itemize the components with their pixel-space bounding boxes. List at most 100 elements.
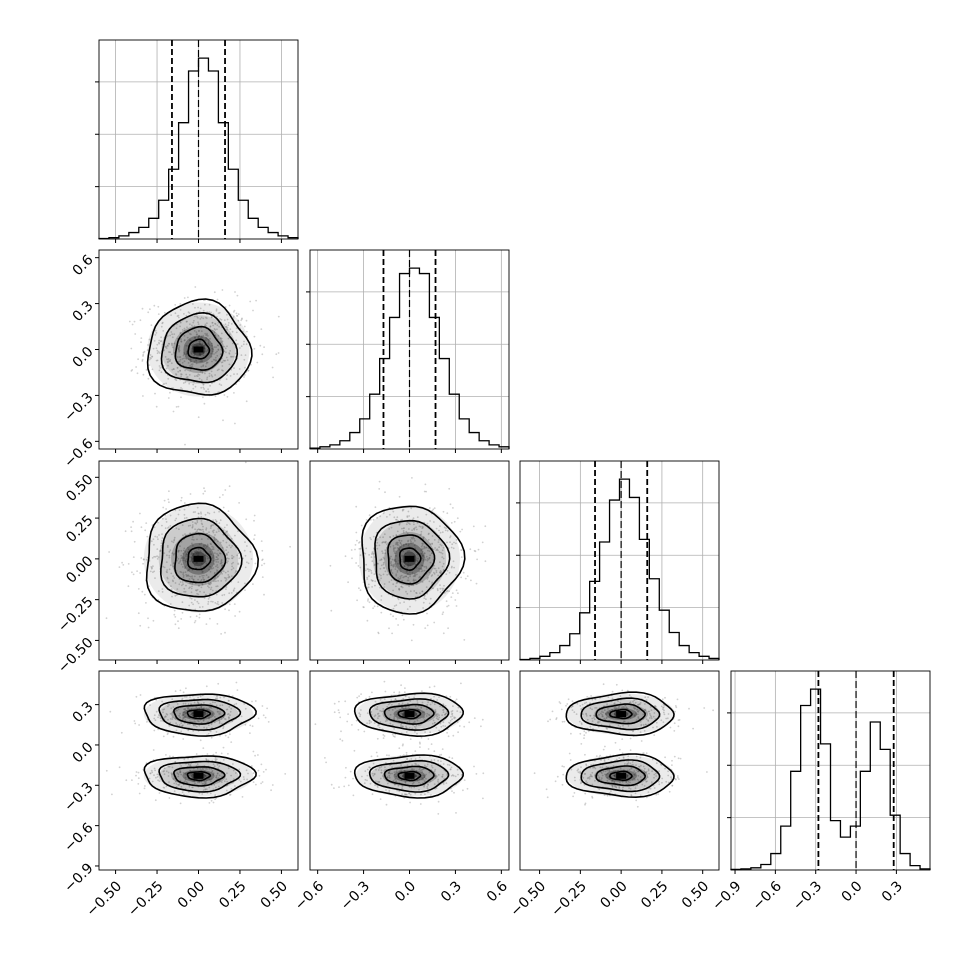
sample-point [338, 700, 340, 703]
sample-point [662, 721, 665, 723]
sample-point [396, 543, 399, 546]
sample-point [434, 547, 436, 549]
sample-point [436, 588, 439, 590]
sample-point [333, 787, 335, 789]
sample-point [444, 705, 447, 707]
sample-point [197, 701, 200, 704]
sample-point [649, 706, 652, 708]
sample-point [188, 708, 191, 710]
sample-point [399, 519, 402, 522]
sample-point [169, 721, 172, 724]
sample-point [260, 328, 263, 330]
sample-point [181, 581, 184, 583]
sample-point [395, 775, 398, 778]
sample-point [414, 762, 417, 765]
sample-point [188, 604, 191, 607]
sample-point [611, 785, 614, 788]
sample-point [193, 564, 196, 567]
sample-point [638, 703, 641, 705]
sample-point [405, 725, 407, 728]
sample-point [411, 477, 413, 479]
sample-point [207, 538, 209, 540]
sample-point [401, 725, 404, 728]
sample-point [222, 759, 225, 761]
sample-point [411, 529, 413, 532]
sample-point [232, 778, 235, 780]
sample-point [585, 712, 587, 715]
sample-point [442, 708, 445, 711]
sample-point [405, 570, 408, 573]
sample-point [591, 717, 594, 720]
sample-point [614, 713, 617, 716]
sample-point [150, 566, 153, 568]
sample-point [213, 539, 216, 542]
sample-point [619, 781, 621, 784]
sample-point [207, 341, 210, 343]
sample-point [566, 703, 569, 705]
sample-point [237, 563, 240, 566]
sample-point [133, 720, 136, 722]
sample-point [173, 539, 176, 542]
sample-point [252, 309, 254, 312]
sample-point [379, 586, 381, 589]
sample-point [433, 770, 436, 773]
sample-point [234, 352, 237, 355]
sample-point [198, 310, 201, 313]
sample-point [260, 763, 263, 766]
sample-point [177, 550, 180, 553]
sample-point [622, 720, 625, 723]
sample-point [383, 541, 385, 543]
sample-point [410, 768, 413, 770]
sample-point [383, 567, 386, 569]
sample-point [421, 544, 424, 547]
sample-point [170, 572, 173, 575]
sample-point [192, 544, 194, 547]
sample-point [151, 780, 154, 783]
sample-point [444, 713, 446, 716]
sample-point [200, 578, 203, 581]
sample-point [395, 771, 397, 773]
sample-point [639, 756, 642, 759]
sample-point [157, 521, 159, 524]
sample-point [127, 585, 130, 588]
sample-point [202, 570, 204, 573]
sample-point [417, 764, 420, 767]
sample-point [466, 575, 469, 577]
sample-point [215, 774, 218, 777]
sample-point [421, 711, 424, 713]
sample-point [222, 369, 224, 372]
sample-point [379, 698, 382, 701]
sample-point [163, 773, 166, 776]
sample-point [422, 537, 424, 540]
sample-point [131, 323, 134, 326]
sample-point [173, 782, 176, 785]
sample-point [377, 712, 380, 715]
sample-point [637, 717, 640, 719]
sample-point [183, 508, 186, 511]
sample-point [193, 319, 195, 322]
sample-point [245, 400, 248, 403]
sample-point [173, 609, 176, 612]
sample-point [199, 353, 202, 355]
sample-point [408, 792, 411, 795]
sample-point [162, 330, 165, 332]
sample-point [162, 770, 165, 773]
sample-point [183, 547, 186, 550]
sample-point [423, 784, 425, 787]
sample-point [377, 562, 379, 565]
sample-point [197, 330, 200, 332]
sample-point [559, 702, 562, 705]
density-peak [193, 772, 204, 779]
sample-point [413, 528, 416, 531]
sample-point [199, 318, 202, 320]
sample-point [270, 789, 272, 792]
sample-point [179, 802, 182, 805]
sample-point [437, 813, 440, 815]
sample-point [214, 534, 216, 536]
sample-point [256, 361, 259, 364]
sample-point [218, 496, 221, 499]
sample-point [621, 788, 624, 791]
sample-point [214, 759, 217, 762]
sample-point [378, 480, 381, 483]
sample-point [225, 778, 228, 781]
